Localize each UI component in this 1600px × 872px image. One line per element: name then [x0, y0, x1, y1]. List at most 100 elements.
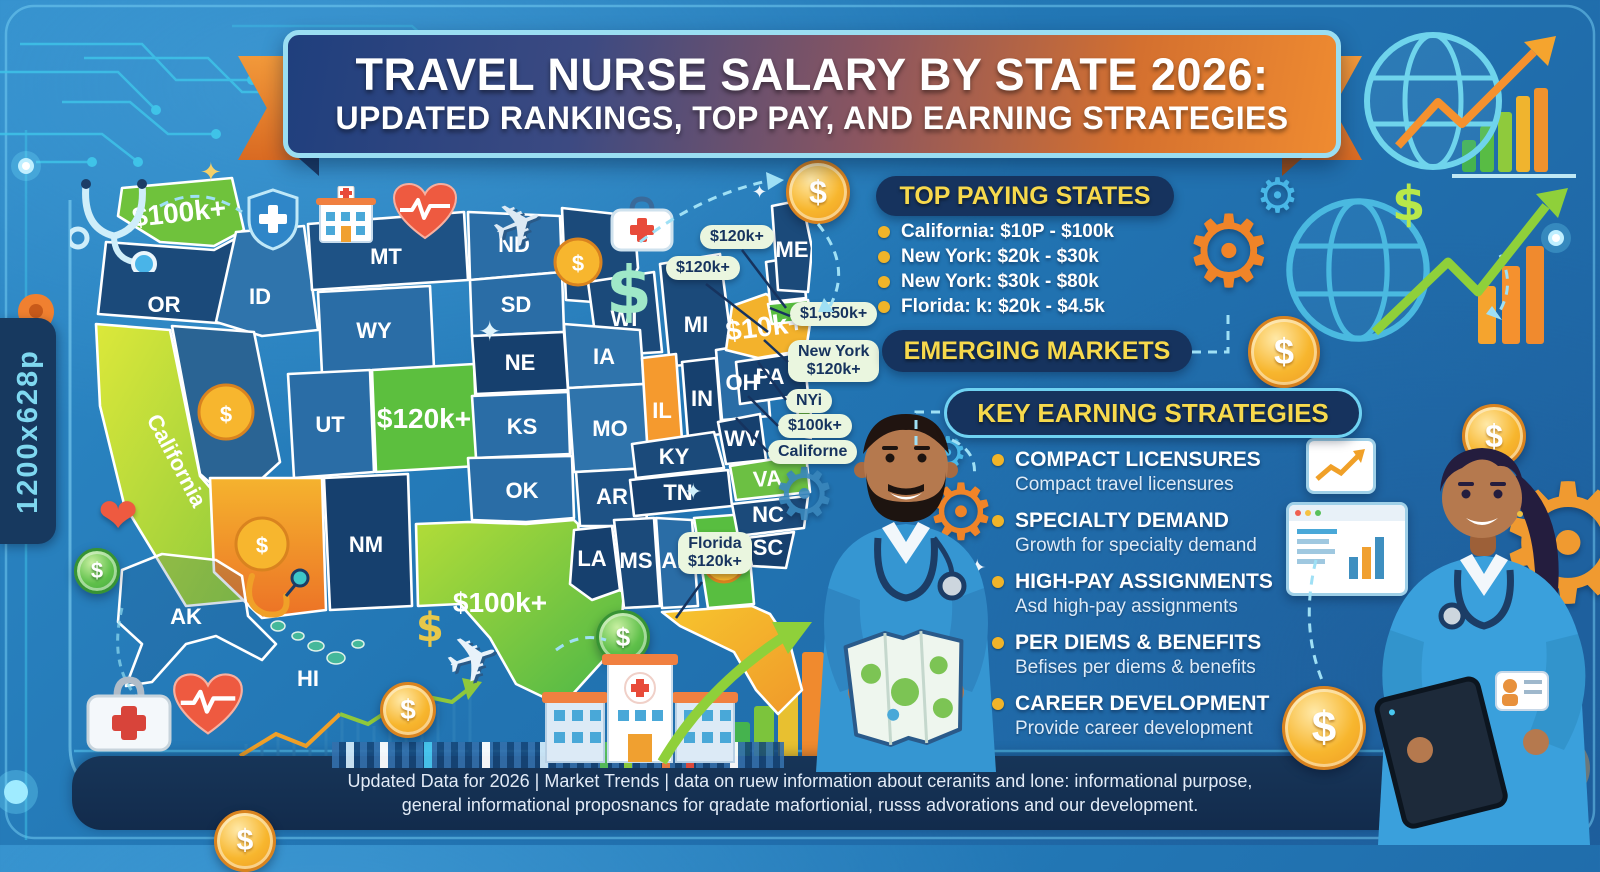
state-label-pa: PA: [756, 364, 785, 389]
state-label-mi: MI: [684, 312, 708, 337]
list-item: COMPACT LICENSURES Compact travel licens…: [992, 448, 1337, 496]
state-label-ok: OK: [506, 478, 539, 503]
state-label-mt: MT: [370, 244, 402, 269]
state-hi: [270, 620, 365, 665]
callout-120k-a: $120k+: [700, 225, 774, 249]
bullet-dot: [878, 275, 890, 288]
state-label-la: LA: [577, 546, 606, 571]
title-line-1: TRAVEL NURSE SALARY BY STATE 2026:: [355, 49, 1269, 101]
dollar-coin: $: [214, 810, 276, 872]
callout-100k: $100k+: [778, 414, 852, 438]
dollar-coin: $: [1282, 686, 1366, 770]
dollar-coin-green: $: [74, 548, 120, 594]
state-label-wv: WV: [724, 426, 760, 451]
sparkle-icon: ✦: [478, 315, 502, 348]
sparkle-icon: ✦: [752, 182, 768, 203]
list-item: New York: $30k - $80k: [878, 269, 1188, 294]
window-dot: [1305, 510, 1311, 516]
chart-window-icon: [1306, 438, 1376, 494]
svg-text:$: $: [256, 533, 268, 558]
state-label-me: ME: [776, 237, 809, 262]
state-ak: [116, 552, 278, 688]
state-ms: [612, 516, 662, 610]
state-label-mo: MO: [592, 416, 627, 441]
state-label-wy: WY: [356, 318, 392, 343]
footer-line-1: Updated Data for 2026 | Market Trends | …: [347, 771, 1253, 791]
state-la: [568, 524, 622, 602]
list-item: Florida: k: $20k - $4.5k: [878, 294, 1188, 319]
bar: [380, 742, 388, 768]
bullet-dot: [992, 637, 1004, 649]
state-label-ms: MS: [620, 548, 653, 573]
list-item: California: $10P - $100k: [878, 219, 1188, 244]
list-item: PER DIEMS & BENEFITS Befises per diems &…: [992, 631, 1337, 679]
list-item: New York: $20k - $30k: [878, 244, 1188, 269]
list-item: HIGH-PAY ASSIGNMENTS Asd high-pay assign…: [992, 570, 1337, 618]
female-nurse-illustration: [1374, 448, 1590, 845]
callout-new-york: New York $120k+: [788, 340, 880, 382]
bullet-dot: [992, 454, 1004, 466]
footer-line-2: general informational proposnancs for qr…: [401, 795, 1199, 815]
top-paying-states-list: California: $10P - $100k New York: $20k …: [878, 219, 1188, 319]
state-label-sc: SC: [753, 535, 784, 560]
dollar-coin: $: [1248, 316, 1320, 388]
state-ok: [466, 454, 576, 524]
state-label-ar: AR: [596, 484, 628, 509]
heart-pulse-icon: [392, 182, 458, 240]
footer-disclaimer: Updated Data for 2026 | Market Trends | …: [72, 756, 1528, 830]
shield-cross-icon: [247, 188, 299, 251]
dollar-coin: $: [786, 160, 850, 224]
state-label-ky: KY: [659, 444, 690, 469]
bullet-dot: [878, 300, 890, 313]
browser-chart-window: [1286, 502, 1408, 596]
bullet-dot: [878, 225, 890, 238]
state-nc: [730, 494, 810, 538]
glow-dots: [0, 151, 1571, 814]
first-aid-kit-icon: [610, 196, 674, 252]
dollar-accent: $: [1392, 176, 1426, 232]
state-ky: [630, 430, 726, 480]
state-label-va: VA: [752, 465, 783, 492]
state-label-nc: NC: [752, 502, 784, 527]
state-label-id: ID: [249, 284, 271, 309]
callout-120k-b: $120k+: [666, 256, 740, 280]
state-nm: [322, 472, 414, 612]
title-line-2: UPDATED RANKINGS, TOP PAY, AND EARNING S…: [335, 99, 1289, 136]
state-label-nm: NM: [349, 532, 383, 557]
bullet-dot: [992, 576, 1004, 588]
male-nurse-illustration: [816, 414, 996, 772]
window-dot: [1295, 510, 1301, 516]
trend-chart-right-2: [1478, 246, 1544, 344]
globe-icon: [1364, 32, 1502, 170]
state-label-ak: AK: [170, 604, 202, 629]
top-paying-states-header: TOP PAYING STATES: [876, 176, 1174, 216]
list-item: CAREER DEVELOPMENT Provide career develo…: [992, 692, 1337, 740]
callout-californe: Californe: [768, 440, 858, 464]
heart-pulse-icon: [173, 673, 243, 735]
list-item: SPECIALTY DEMAND Growth for specialty de…: [992, 509, 1337, 557]
svg-text:$: $: [220, 402, 232, 427]
window-dot: [1315, 510, 1321, 516]
state-ut: [286, 368, 376, 480]
state-label-oh: OH: [726, 370, 759, 395]
state-label-hi: HI: [297, 666, 319, 691]
dollar-accent: $: [416, 605, 444, 651]
state-label-tx: $100k+: [453, 587, 547, 618]
browser-titlebar: [1289, 505, 1405, 521]
callout-ny: NYi: [786, 389, 833, 413]
gear-icon: ⚙: [1184, 193, 1274, 310]
stethoscope-doodle-icon: [246, 568, 310, 618]
us-salary-map: $ $ $ $ $100k+ OR ID MT ND SD WY NE IA U…: [94, 176, 812, 719]
state-label-tn: TN: [663, 480, 692, 505]
state-ks: [470, 390, 572, 460]
first-aid-kit-icon: [86, 676, 172, 752]
bullet-dot: [992, 515, 1004, 527]
state-label-nd: ND: [498, 232, 530, 257]
sparkle-icon: ✦: [684, 480, 703, 505]
callout-florida: Florida $120k+: [678, 532, 752, 574]
gear-icon: ⚙: [1256, 168, 1300, 224]
state-label-sd: SD: [501, 292, 532, 317]
title-banner: TRAVEL NURSE SALARY BY STATE 2026: UPDAT…: [283, 30, 1341, 158]
dollar-accent: $: [606, 252, 652, 329]
callout-1650k: $1,650k+: [790, 302, 878, 326]
